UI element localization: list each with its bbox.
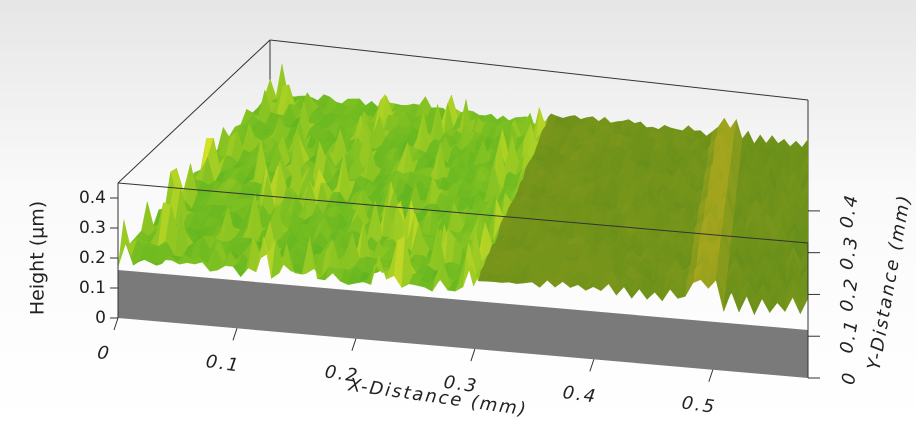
x-tick-label: 0.5 — [680, 392, 717, 418]
x-tick — [113, 317, 119, 331]
z-tick-label: 0 — [95, 308, 106, 328]
z-axis-title: Height (µm) — [27, 201, 49, 315]
z-tick-label: 0.1 — [79, 278, 106, 298]
x-tick-label: 0.3 — [442, 372, 479, 398]
x-tick-label: 0 — [96, 342, 112, 365]
z-tick-label: 0.2 — [79, 248, 106, 268]
x-tick — [351, 338, 357, 351]
box-edge — [269, 39, 809, 101]
x-tick-label: 0.1 — [204, 351, 241, 377]
x-tick — [232, 328, 238, 341]
x-tick — [589, 359, 595, 372]
x-tick-label: 0.2 — [323, 361, 360, 387]
plot-area: 00.10.20.30.40 0.1 0.2 0.3 0.4 0.500.10.20.30… — [27, 39, 915, 420]
box-edge — [117, 39, 271, 184]
z-tick-label: 0.4 — [79, 188, 106, 208]
z-tick-label: 0.3 — [79, 218, 106, 238]
base-front — [118, 270, 808, 378]
x-tick-label: 0.4 — [561, 382, 598, 408]
y-tick-label: 0 — [838, 369, 861, 386]
x-tick — [708, 369, 714, 382]
x-tick — [470, 348, 476, 362]
box-edge — [117, 182, 809, 244]
